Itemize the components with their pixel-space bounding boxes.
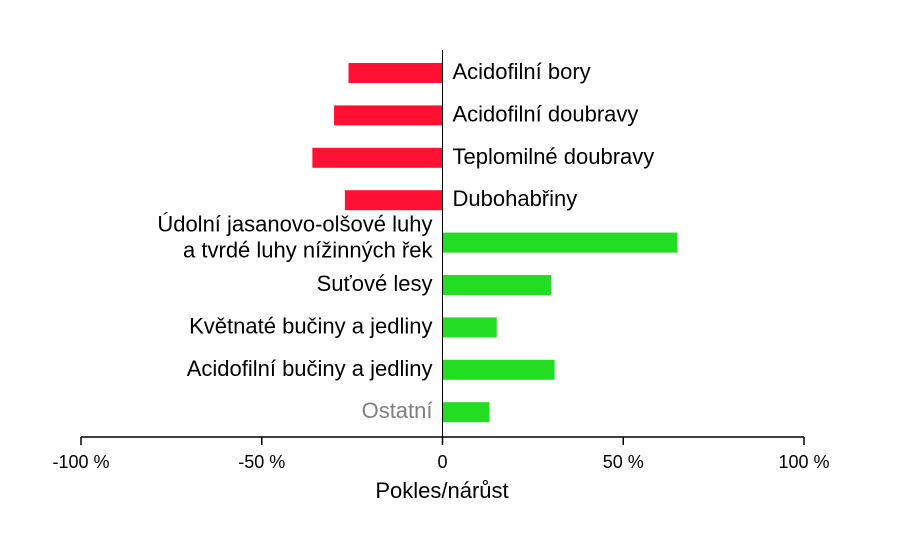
category-label: Acidofilní bučiny a jedliny [187,356,433,381]
category-label: Teplomilné doubravy [453,144,655,169]
bar [312,147,443,168]
bar [442,317,497,338]
category-label: Květnaté bučiny a jedliny [189,313,432,338]
x-tick-label: -50 % [238,452,285,472]
category-label: Acidofilní bory [453,59,591,84]
category-label: Acidofilní doubravy [453,101,639,126]
bar [442,359,555,380]
x-tick-label: 50 % [603,452,644,472]
x-tick-label: 100 % [778,452,829,472]
bar [442,232,678,253]
category-label: Suťové lesy [317,271,433,296]
bar [344,190,443,211]
bar [334,105,443,126]
x-axis-label: Pokles/nárůst [375,478,508,503]
category-label: Dubohabřiny [453,186,578,211]
x-tick-label: 0 [437,452,447,472]
bar [348,63,443,83]
bar [442,402,490,423]
bar [442,275,551,295]
category-label: Ostatní [362,398,433,423]
x-tick-label: -100 % [52,452,109,472]
category-label: Údolní jasanovo-olšové luhy a tvrdé luhy … [157,211,433,262]
